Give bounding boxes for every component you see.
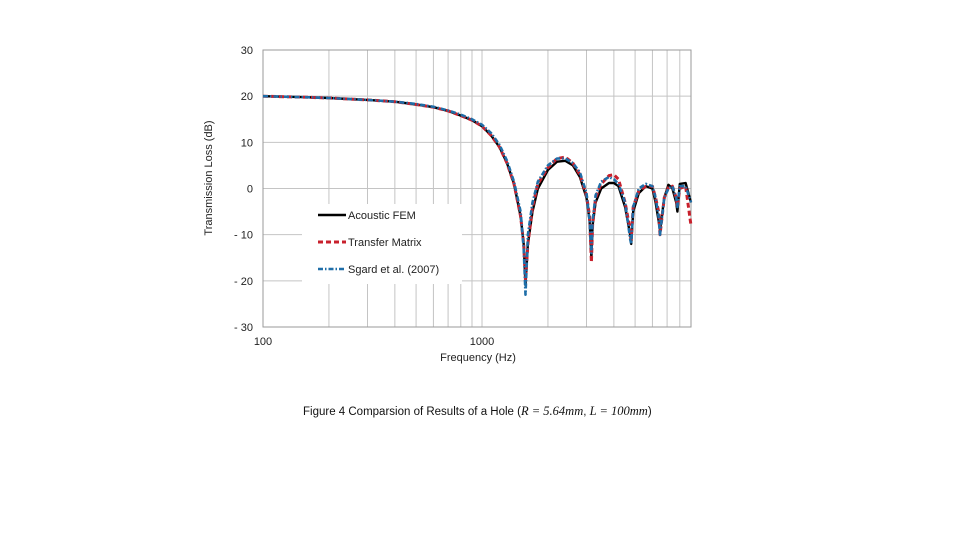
legend-label-sgard: Sgard et al. (2007) <box>348 264 439 276</box>
y-axis-label: Transmission Loss (dB) <box>203 120 215 235</box>
series-layer <box>262 94 693 297</box>
x-tick-label: 1000 <box>470 336 494 348</box>
caption-suffix: ) <box>647 406 652 418</box>
legend-label-acoustic-fem: Acoustic FEM <box>348 210 416 222</box>
y-tick-label: - 20 <box>234 276 253 288</box>
y-tick-label: 0 <box>247 184 253 196</box>
x-axis-ticks: 100 1000 <box>254 336 494 348</box>
y-tick-label: 10 <box>241 137 253 149</box>
caption-separator: , <box>583 406 590 418</box>
y-tick-label: - 10 <box>234 230 253 242</box>
legend: Acoustic FEM Transfer Matrix Sgard et al… <box>302 204 462 284</box>
figure-caption: Figure 4 Comparsion of Results of a Hole… <box>303 404 652 419</box>
y-axis-ticks: 30 20 10 0 - 10 - 20 - 30 <box>234 45 253 334</box>
y-tick-label: - 30 <box>234 322 253 334</box>
x-tick-label: 100 <box>254 336 272 348</box>
y-tick-label: 20 <box>241 91 253 103</box>
caption-prefix: Figure 4 Comparsion of Results of a Hole… <box>303 406 521 418</box>
series-line-2 <box>262 94 693 297</box>
x-axis-label: Frequency (Hz) <box>440 352 516 364</box>
plot-area-border <box>262 49 692 328</box>
y-tick-label: 30 <box>241 45 253 57</box>
caption-r-value: R = 5.64mm <box>520 404 584 418</box>
grid <box>262 49 692 328</box>
legend-background <box>302 204 462 284</box>
caption-l-value: L = 100mm <box>589 404 648 418</box>
legend-label-transfer-matrix: Transfer Matrix <box>348 237 422 249</box>
